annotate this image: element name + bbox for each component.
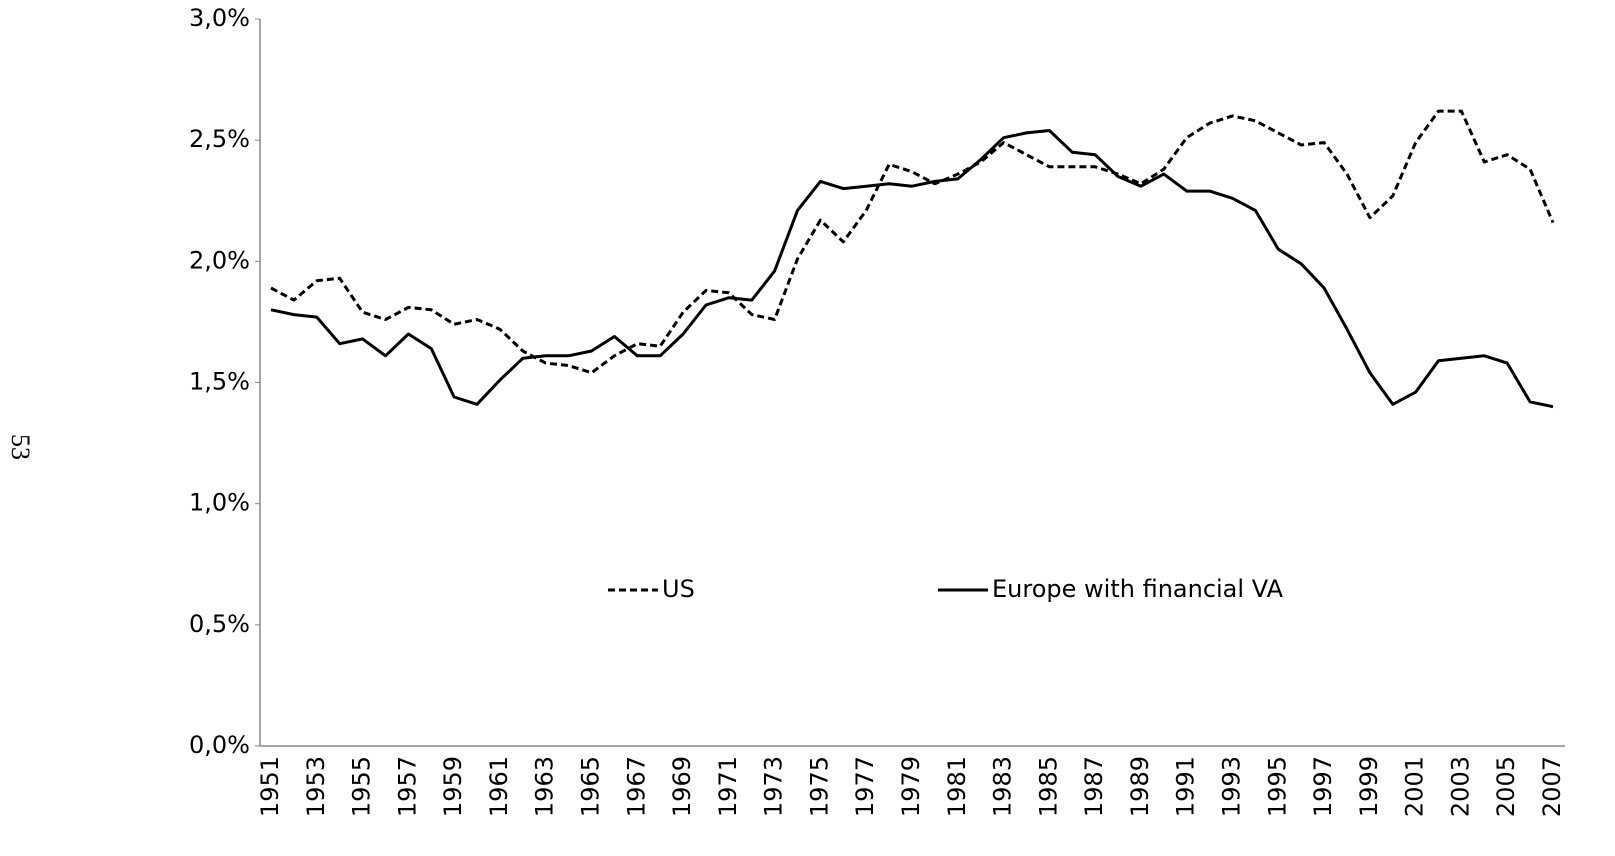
x-tick-label: 1959 [439, 756, 467, 817]
x-tick-label: 1951 [256, 756, 284, 817]
x-tick-label: 1997 [1309, 756, 1337, 817]
x-tick-label: 1991 [1172, 756, 1200, 817]
y-tick-label: 2,0% [189, 246, 250, 274]
y-tick-label: 2,5% [189, 125, 250, 153]
x-tick-label: 1987 [1080, 756, 1108, 817]
x-tick-label: 1969 [668, 756, 696, 817]
y-tick-label: 1,5% [189, 368, 250, 396]
x-tick-label: 1999 [1355, 756, 1383, 817]
x-tick-label: 1985 [1034, 756, 1062, 817]
x-tick-label: 1989 [1126, 756, 1154, 817]
x-tick-label: 1957 [393, 756, 421, 817]
x-tick-label: 2005 [1492, 756, 1520, 817]
x-tick-label: 1955 [348, 756, 376, 817]
x-tick-label: 1961 [485, 756, 513, 817]
x-tick-label: 1977 [851, 756, 879, 817]
x-tick-label: 2003 [1446, 756, 1474, 817]
x-tick-label: 1973 [760, 756, 788, 817]
legend-label: US [662, 575, 695, 603]
x-tick-label: 1971 [714, 756, 742, 817]
series-line [270, 109, 1555, 375]
x-tick-label: 1967 [622, 756, 650, 817]
x-tick-label: 1979 [897, 756, 925, 817]
x-tick-label: 1963 [531, 756, 559, 817]
x-tick-label: 2007 [1538, 756, 1566, 817]
x-tick-label: 1981 [943, 756, 971, 817]
legend-label: Europe with financial VA [992, 575, 1284, 603]
x-tick-label: 1995 [1263, 756, 1291, 817]
x-tick-label: 1983 [989, 756, 1017, 817]
page-number: 53 [6, 434, 35, 460]
x-tick-label: 1975 [805, 756, 833, 817]
x-tick-label: 1993 [1218, 756, 1246, 817]
x-tick-label: 1953 [302, 756, 330, 817]
y-tick-label: 0,5% [189, 610, 250, 638]
series-line [270, 129, 1554, 409]
y-tick-label: 1,0% [189, 489, 250, 517]
x-tick-label: 1965 [577, 756, 605, 817]
x-tick-label: 2001 [1401, 756, 1429, 817]
y-tick-label: 0,0% [189, 731, 250, 759]
y-tick-label: 3,0% [189, 4, 250, 32]
